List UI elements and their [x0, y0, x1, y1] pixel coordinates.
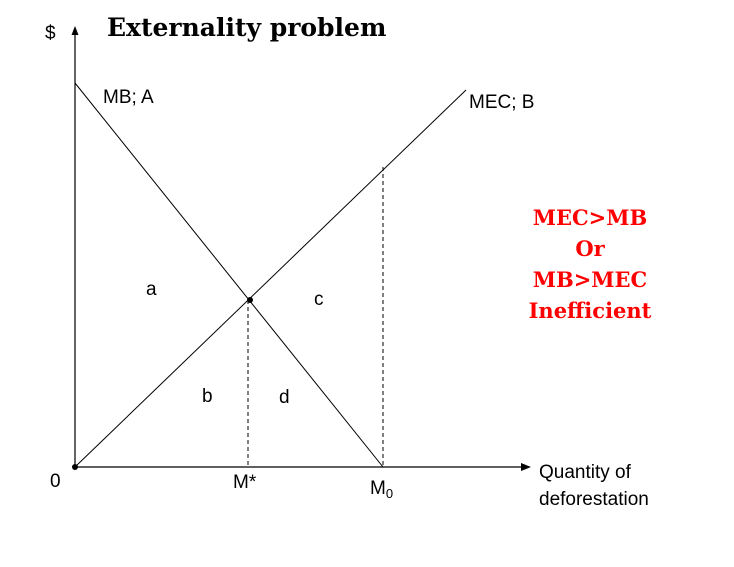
- area-b-label: b: [202, 386, 213, 407]
- mb-curve-label: MB; A: [103, 87, 154, 108]
- note-line-3: MB>MEC: [533, 267, 648, 292]
- x-axis-label-line2: deforestation: [539, 489, 649, 510]
- note-line-2: Or: [575, 236, 605, 261]
- m0-label-subscript: 0: [386, 486, 393, 501]
- diagram-title: Externality problem: [107, 13, 386, 42]
- mec-curve-label: MEC; B: [469, 92, 534, 113]
- inefficiency-note: MEC>MB Or MB>MEC Inefficient: [529, 205, 652, 323]
- y-axis-label: $: [45, 23, 56, 44]
- y-axis-arrow-icon: [71, 26, 79, 35]
- mec-curve: [74, 89, 467, 468]
- x-axis-arrow-icon: [521, 463, 531, 471]
- origin-label: 0: [50, 471, 61, 492]
- area-a-label: a: [146, 279, 157, 300]
- note-line-1: MEC>MB: [533, 205, 648, 230]
- m0-label: M0: [370, 478, 393, 501]
- x-axis-label-line1: Quantity of: [539, 462, 632, 483]
- m0-label-main: M: [370, 478, 386, 499]
- area-d-label: d: [279, 387, 290, 408]
- origin-point: [72, 464, 78, 470]
- mb-curve: [74, 82, 384, 468]
- equilibrium-point: [247, 297, 253, 303]
- note-line-4: Inefficient: [529, 298, 652, 323]
- m-star-label: M*: [233, 472, 257, 493]
- area-c-label: c: [314, 289, 324, 310]
